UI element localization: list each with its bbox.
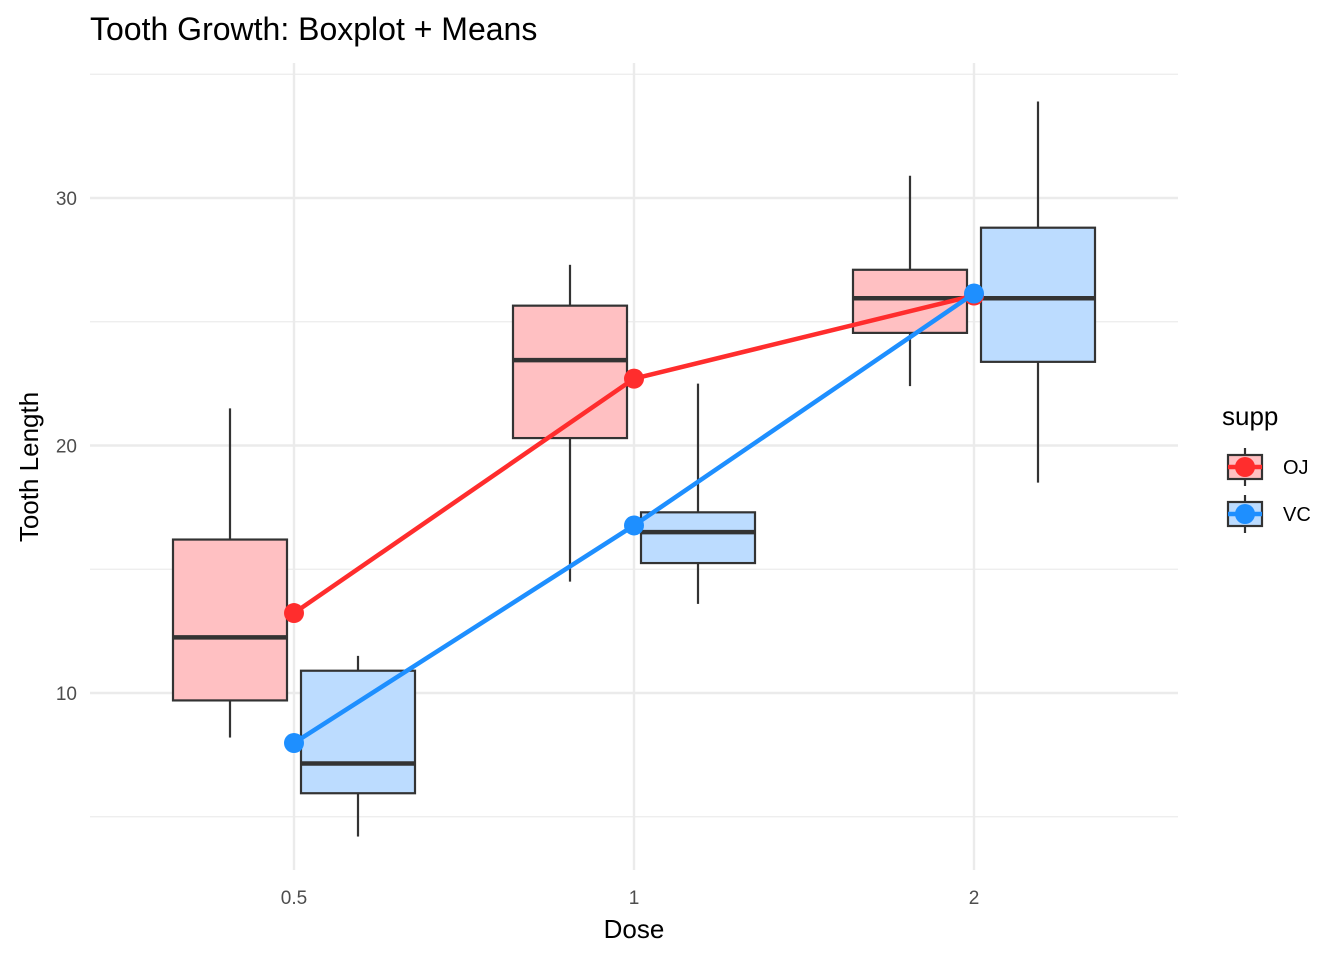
box-body (979, 226, 1097, 363)
mean-point-VC-1 (624, 515, 644, 536)
box-body (299, 669, 417, 795)
y-axis-title: Tooth Length (14, 392, 44, 542)
box-OJ-0.5 (171, 408, 289, 738)
legend-key-point (1235, 457, 1255, 477)
grid-lines (90, 63, 1178, 870)
mean-point-OJ-1 (624, 368, 644, 389)
mean-point-VC-2 (964, 283, 984, 304)
tick-labels: 10 20 30 0.5 1 2 (56, 189, 979, 909)
legend-key-point (1235, 504, 1255, 524)
box-body (639, 511, 757, 565)
y-tick-label: 30 (56, 189, 77, 210)
legend-item-VC: VC (1226, 495, 1311, 533)
legend: supp OJ VC (1222, 401, 1311, 533)
y-tick-label: 20 (56, 437, 77, 458)
box-OJ-2 (851, 175, 969, 387)
legend-label-VC: VC (1283, 504, 1311, 526)
box-body (171, 538, 289, 702)
x-tick-label: 1 (629, 888, 640, 909)
box-VC-1 (639, 383, 757, 604)
box-VC-0.5 (299, 655, 417, 837)
x-axis-title: Dose (604, 914, 665, 944)
mean-lines (284, 283, 984, 753)
mean-point-OJ-0.5 (284, 603, 304, 624)
legend-title: supp (1222, 401, 1278, 431)
legend-item-OJ: OJ (1226, 448, 1309, 486)
legend-label-OJ: OJ (1283, 457, 1309, 479)
x-tick-label: 0.5 (281, 888, 307, 909)
chart-title: Tooth Growth: Boxplot + Means (90, 11, 537, 47)
box-VC-2 (979, 101, 1097, 483)
box-body (511, 304, 629, 440)
y-tick-label: 10 (56, 684, 77, 705)
x-tick-label: 2 (969, 888, 980, 909)
mean-point-VC-0.5 (284, 732, 304, 753)
